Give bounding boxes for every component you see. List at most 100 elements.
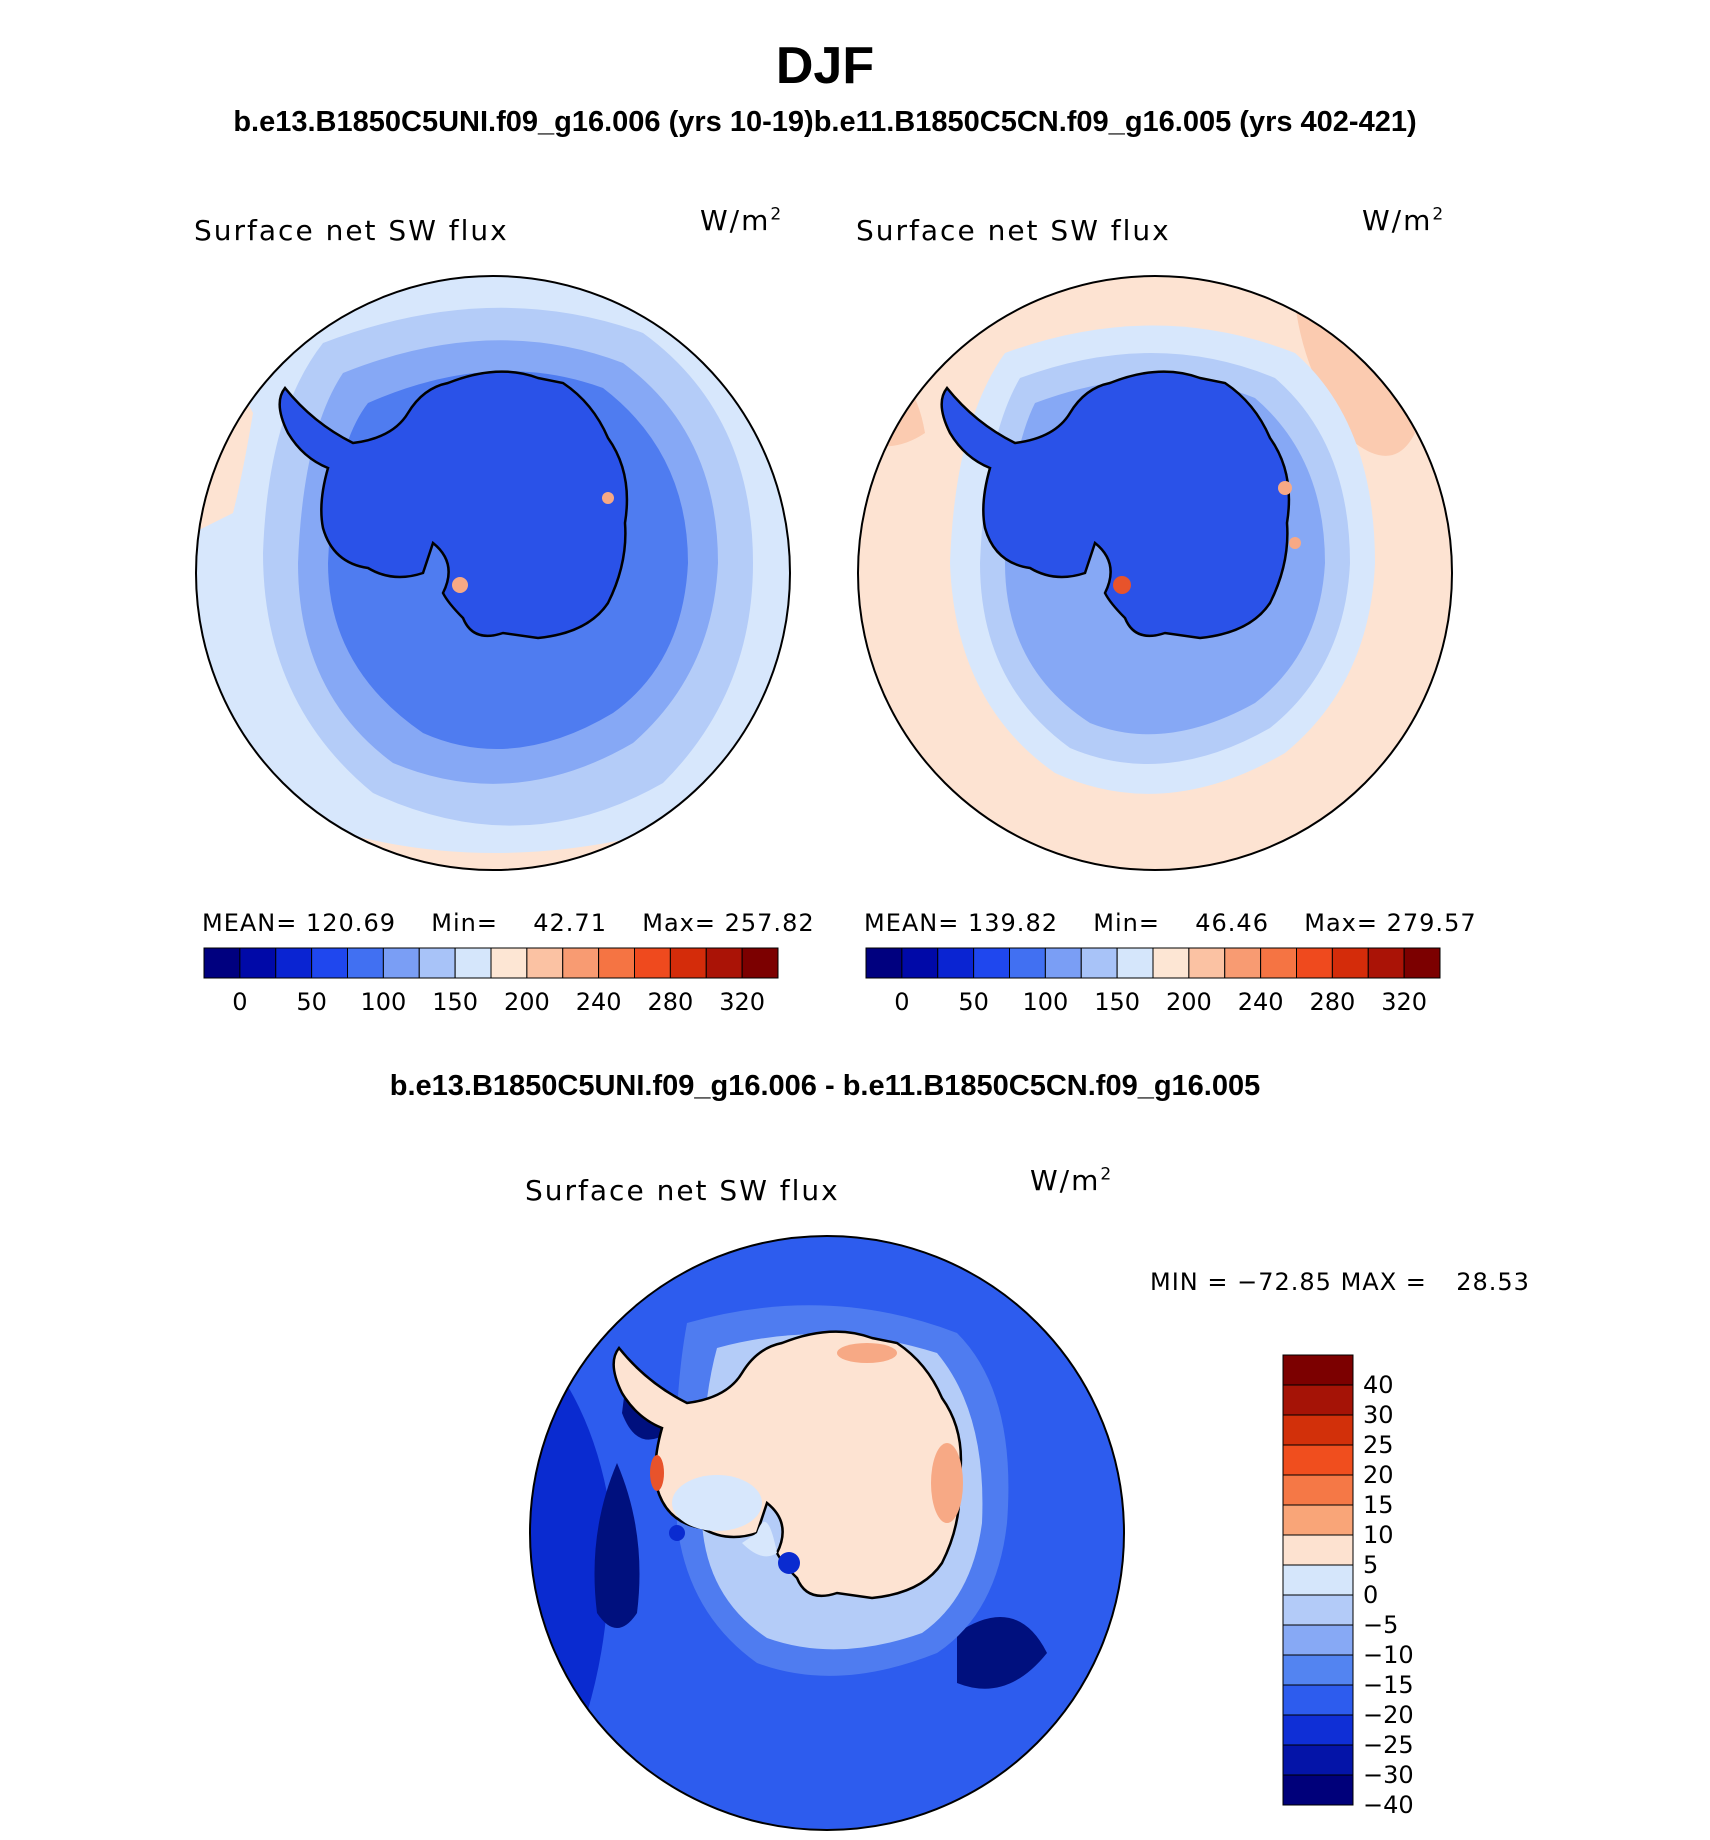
diff-colorbar-tick-label: 40 bbox=[1363, 1371, 1394, 1399]
panel-a-stats: MEAN= 120.69 Min= 42.71 Max= 257.82 bbox=[202, 909, 815, 937]
diff-ross-ice bbox=[742, 1521, 777, 1557]
diff-colorbar-tick-label: 30 bbox=[1363, 1401, 1394, 1429]
diff-colorbar-swatch bbox=[1282, 1774, 1354, 1806]
panel-b-max-label: Max= bbox=[1304, 909, 1378, 937]
panel-a-mean-label: MEAN= bbox=[202, 909, 298, 937]
diff-max-value: 28.53 bbox=[1456, 1268, 1530, 1296]
panel-b-colorbar-swatch bbox=[973, 947, 1010, 979]
panel-b-colorbar-tick-label: 50 bbox=[958, 988, 989, 1016]
panel-a-colorbar-swatch bbox=[526, 947, 564, 979]
panel-b-colorbar-tick-label: 0 bbox=[894, 988, 910, 1016]
diff-warm-east bbox=[931, 1443, 963, 1523]
panel-a-colorbar-swatch bbox=[347, 947, 384, 979]
diff-colorbar-tick-label: −30 bbox=[1363, 1761, 1414, 1789]
diff-colorbar-swatch bbox=[1282, 1624, 1354, 1656]
panel-a-colorbar-tick-label: 280 bbox=[647, 988, 694, 1016]
diff-min-label: MIN = bbox=[1150, 1268, 1229, 1296]
panel-b-max-value: 279.57 bbox=[1386, 909, 1477, 937]
case-b-title: b.e11.B1850C5CN.f09_g16.005 (yrs 402-421… bbox=[813, 106, 1417, 138]
figure-title: DJF bbox=[775, 37, 875, 95]
panel-b-colorbar-tick-label: 200 bbox=[1165, 988, 1212, 1016]
panel-a-colorbar-swatch bbox=[311, 947, 348, 979]
panel-a-colorbar-swatch bbox=[418, 947, 456, 979]
panel-b-colorbar-swatch bbox=[1044, 947, 1082, 979]
diff-colorbar-swatch bbox=[1282, 1384, 1354, 1416]
panel-a-colorbar-tick-label: 50 bbox=[296, 988, 327, 1016]
panel-b-mean-label: MEAN= bbox=[864, 909, 960, 937]
diff-colorbar-tick-label: −20 bbox=[1363, 1701, 1414, 1729]
panel-a-colorbar-tick-label: 240 bbox=[575, 988, 622, 1016]
panel-a-max-label: Max= bbox=[642, 909, 716, 937]
panel-b-mean-value: 139.82 bbox=[968, 909, 1058, 937]
panel-b-map-border bbox=[857, 275, 1453, 871]
diff-colorbar-swatch bbox=[1282, 1414, 1354, 1446]
diff-cold-spot bbox=[778, 1552, 800, 1574]
panel-b-colorbar-tick-label: 320 bbox=[1381, 988, 1428, 1016]
diff-colorbar-tick-label: 25 bbox=[1363, 1431, 1394, 1459]
diff-navy-west bbox=[594, 1463, 640, 1628]
panel-a-units-label: W/m2 bbox=[700, 204, 784, 237]
diff-colorbar bbox=[1282, 1354, 1354, 1806]
panel-b-colorbar-tick-label: 150 bbox=[1094, 988, 1141, 1016]
diff-colorbar-tick-label: 5 bbox=[1363, 1551, 1379, 1579]
diff-cold-spot-2 bbox=[669, 1525, 685, 1541]
panel-b-warm-patch-2 bbox=[865, 363, 925, 447]
panel-a-colorbar-swatch bbox=[669, 947, 707, 979]
panel-b-warm-spot bbox=[1113, 576, 1131, 594]
diff-colorbar-tick-label: −15 bbox=[1363, 1671, 1414, 1699]
diff-colorbar-swatch bbox=[1282, 1444, 1354, 1476]
panel-a-warm-spot-2 bbox=[602, 492, 614, 504]
panel-b-units-label: W/m2 bbox=[1362, 204, 1446, 237]
difference-title: b.e13.B1850C5UNI.f09_g16.006 - b.e11.B18… bbox=[389, 1070, 1261, 1102]
panel-a-colorbar-swatch bbox=[490, 947, 528, 979]
panel-b-warm-patch bbox=[1295, 303, 1415, 456]
diff-colorbar-tick-label: −10 bbox=[1363, 1641, 1414, 1669]
panel-b-colorbar-swatch bbox=[1367, 947, 1405, 979]
panel-a-colorbar-tick-label: 0 bbox=[232, 988, 248, 1016]
panel-b-colorbar-swatch bbox=[1260, 947, 1297, 979]
diff-variable-label: Surface net SW flux bbox=[525, 1174, 840, 1207]
diff-colorbar-swatch bbox=[1282, 1654, 1354, 1686]
panel-b-colorbar-swatch bbox=[1116, 947, 1154, 979]
panel-b-colorbar-swatch bbox=[1188, 947, 1226, 979]
panel-a-colorbar-tick-label: 200 bbox=[503, 988, 550, 1016]
panel-a-mean-value: 120.69 bbox=[306, 909, 396, 937]
panel-a-colorbar-tick-label: 320 bbox=[719, 988, 766, 1016]
panel-b-colorbar-swatch bbox=[1296, 947, 1333, 979]
panel-a-colorbar-swatch bbox=[741, 947, 779, 979]
diff-weddell-pale bbox=[672, 1475, 762, 1531]
panel-a-colorbar-swatch bbox=[275, 947, 313, 979]
diff-minmax: MIN = −72.85 MAX = 28.53 bbox=[1150, 1268, 1530, 1296]
diff-colorbar-swatch bbox=[1282, 1564, 1354, 1596]
diff-colorbar-tick-label: 20 bbox=[1363, 1461, 1394, 1489]
panel-a-continent bbox=[278, 370, 629, 640]
panel-a-polar-map bbox=[195, 275, 791, 871]
panel-a-map-border bbox=[195, 275, 791, 871]
panel-b-colorbar-swatch bbox=[937, 947, 975, 979]
panel-b-colorbar-swatch bbox=[1331, 947, 1369, 979]
diff-warm-north bbox=[837, 1343, 897, 1363]
panel-a-colorbar-swatch bbox=[203, 947, 241, 979]
panel-b-colorbar-tick-label: 240 bbox=[1237, 988, 1284, 1016]
panel-b-variable-label: Surface net SW flux bbox=[856, 214, 1171, 247]
case-titles-row: b.e13.B1850C5UNI.f09_g16.006 (yrs 10-19)… bbox=[0, 106, 1650, 139]
panel-a-colorbar-tick-label: 100 bbox=[360, 988, 407, 1016]
diff-colorbar-tick-label: 15 bbox=[1363, 1491, 1394, 1519]
diff-colorbar-swatch bbox=[1282, 1534, 1354, 1566]
panel-b-colorbar-swatch bbox=[1224, 947, 1262, 979]
diff-colorbar-tick-label: 0 bbox=[1363, 1581, 1379, 1609]
panel-b-min-label: Min= bbox=[1093, 909, 1160, 937]
panel-a-colorbar-swatch bbox=[634, 947, 671, 979]
diff-map-border bbox=[529, 1235, 1125, 1831]
panel-b-colorbar bbox=[865, 947, 1441, 979]
diff-colorbar-tick-label: −25 bbox=[1363, 1731, 1414, 1759]
panel-a-min-value: 42.71 bbox=[533, 909, 607, 937]
diff-colorbar-swatch bbox=[1282, 1474, 1354, 1506]
panel-a-colorbar-swatch bbox=[598, 947, 635, 979]
diff-colorbar-tick-label: −40 bbox=[1363, 1791, 1414, 1819]
panel-a-variable-label: Surface net SW flux bbox=[194, 214, 509, 247]
panel-b-colorbar-tick-label: 100 bbox=[1022, 988, 1069, 1016]
diff-colorbar-swatch bbox=[1282, 1744, 1354, 1776]
panel-b-colorbar-swatch bbox=[1009, 947, 1046, 979]
diff-units-label: W/m2 bbox=[1030, 1164, 1114, 1197]
